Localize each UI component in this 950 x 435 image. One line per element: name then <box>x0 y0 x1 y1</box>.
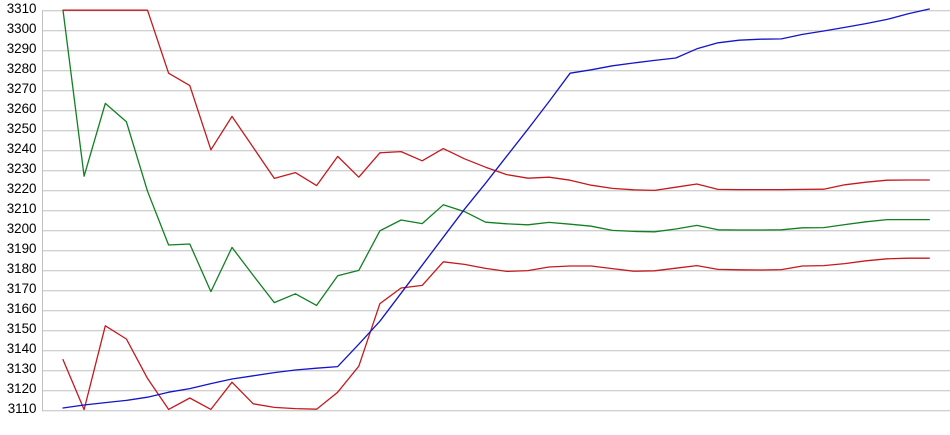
svg-text:3230: 3230 <box>7 161 37 176</box>
svg-text:3210: 3210 <box>7 201 37 216</box>
svg-text:3190: 3190 <box>7 241 37 256</box>
svg-text:3110: 3110 <box>8 401 37 416</box>
svg-text:3240: 3240 <box>7 141 37 156</box>
svg-text:3140: 3140 <box>7 341 37 356</box>
svg-text:3120: 3120 <box>7 381 37 396</box>
svg-text:3220: 3220 <box>7 181 37 196</box>
svg-text:3310: 3310 <box>7 1 37 16</box>
svg-text:3180: 3180 <box>7 261 37 276</box>
svg-text:3130: 3130 <box>7 361 37 376</box>
svg-text:3170: 3170 <box>7 281 37 296</box>
svg-text:3290: 3290 <box>7 41 37 56</box>
svg-text:3260: 3260 <box>7 101 37 116</box>
svg-text:3270: 3270 <box>7 81 37 96</box>
svg-text:3160: 3160 <box>7 301 37 316</box>
svg-text:3150: 3150 <box>7 321 37 336</box>
svg-text:3200: 3200 <box>7 221 37 236</box>
svg-text:3250: 3250 <box>7 121 37 136</box>
svg-text:3300: 3300 <box>7 21 37 36</box>
svg-text:3280: 3280 <box>7 61 37 76</box>
